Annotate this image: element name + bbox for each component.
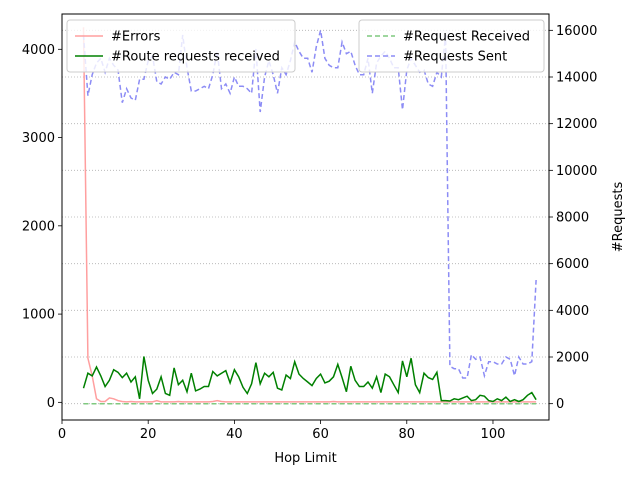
x-axis: 0 20 40 60 80 100	[58, 420, 506, 442]
series-lines	[82, 27, 537, 405]
right-y-tick-label: 10000	[556, 164, 597, 179]
right-y-tick-label: 16000	[556, 24, 597, 39]
left-y-tick-label: 2000	[22, 219, 55, 234]
x-tick-label: 100	[481, 427, 506, 442]
right-y-axis-title: #Requests	[611, 182, 626, 253]
gridlines	[62, 29, 549, 405]
left-y-tick-label: 0	[47, 396, 55, 411]
x-tick-label: 0	[58, 427, 66, 442]
right-y-axis: 0 2000 4000 6000 8000 10000 12000 14000 16000	[549, 24, 597, 412]
right-y-tick-label: 6000	[556, 257, 589, 272]
right-y-tick-label: 8000	[556, 211, 589, 226]
left-y-tick-label: 1000	[22, 308, 55, 323]
x-axis-title: Hop Limit	[274, 451, 336, 466]
legend-left: #Errors #Route requests received	[66, 19, 296, 73]
left-y-tick-label: 3000	[22, 131, 55, 146]
x-tick-label: 80	[399, 427, 416, 442]
right-y-tick-label: 2000	[556, 351, 589, 366]
left-y-tick-label: 4000	[22, 43, 55, 58]
legend-box	[66, 19, 296, 73]
series-line-2	[82, 356, 537, 403]
legend-label: #Errors	[111, 30, 161, 45]
series-line-4	[82, 30, 537, 379]
legend-label: #Requests Sent	[403, 50, 507, 65]
x-tick-label: 20	[140, 427, 157, 442]
series-line-1	[82, 27, 537, 403]
legend-label: #Request Received	[403, 30, 530, 45]
right-y-tick-label: 12000	[556, 117, 597, 132]
left-y-axis: 0 1000 2000 3000 4000	[22, 43, 62, 411]
right-y-tick-label: 4000	[556, 304, 589, 319]
right-y-tick-label: 14000	[556, 71, 597, 86]
x-tick-label: 60	[312, 427, 329, 442]
legend-right: #Request Received #Requests Sent	[358, 19, 545, 73]
legend-box	[358, 19, 545, 73]
right-y-tick-label: 0	[556, 397, 564, 412]
x-tick-label: 40	[226, 427, 243, 442]
legend-label: #Route requests received	[111, 50, 280, 65]
